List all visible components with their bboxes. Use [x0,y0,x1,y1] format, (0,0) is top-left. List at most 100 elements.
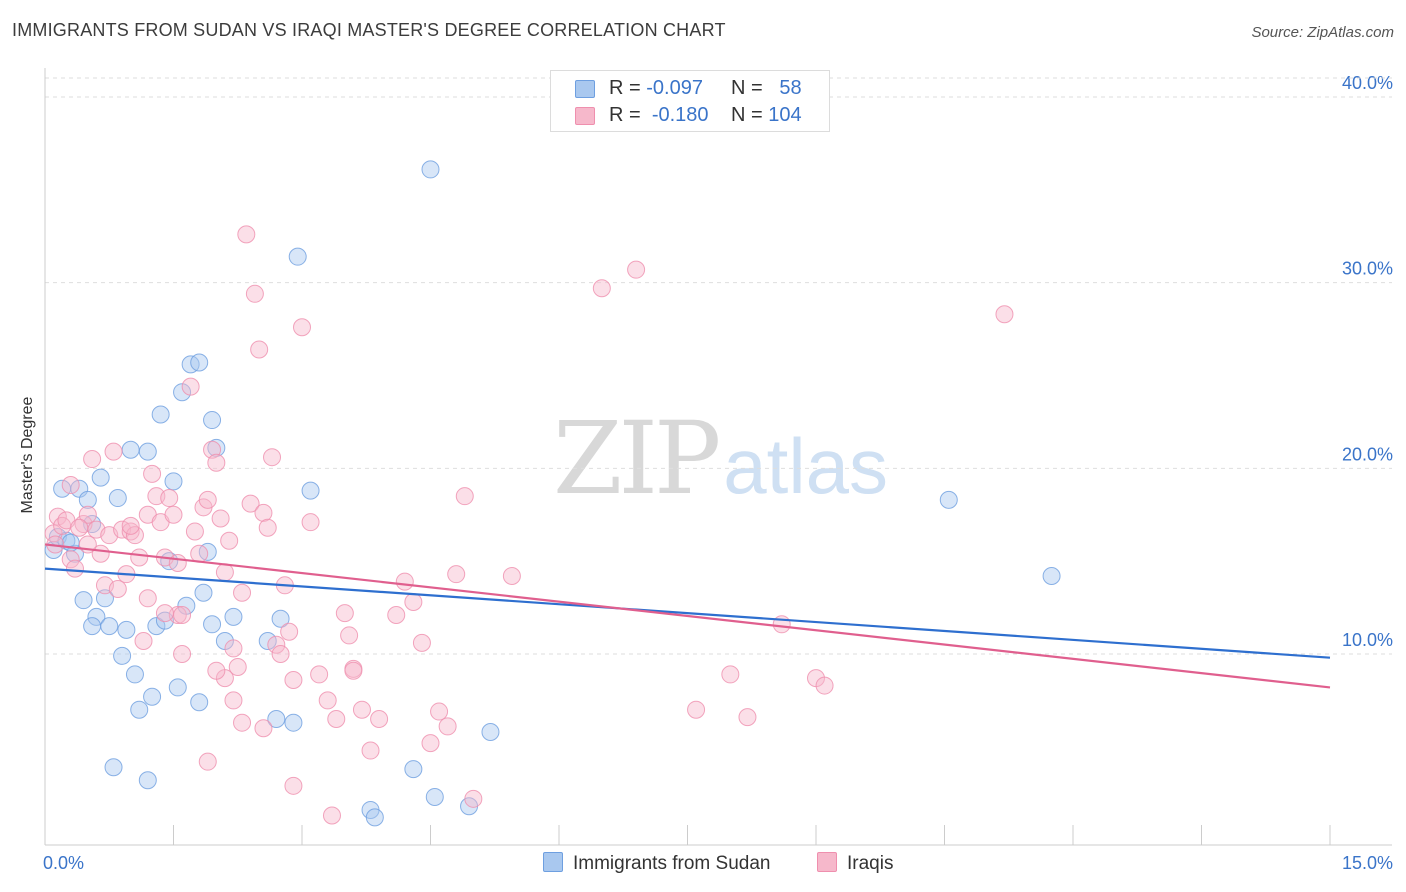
legend-item-iraqis: Iraqis [817,852,893,875]
sudan-point [203,615,222,634]
iraqi-point [464,789,483,808]
iraqi-trend-line [44,543,1331,689]
iraqi-point [78,505,97,524]
iraqi-point [721,665,740,684]
iraqi-point [134,632,153,651]
iraqi-point [207,453,226,472]
iraqi-point [237,225,256,244]
y-tick-label: 10.0% [1342,630,1393,650]
iraqi-point [815,676,834,695]
iraqi-point [254,503,273,522]
sudan-point [267,709,286,728]
legend-label-iraqis: Iraqis [847,853,894,874]
iraqi-point [322,806,341,825]
iraqi-point [181,377,200,396]
sudan-point [939,490,958,509]
iraqi-point [245,284,264,303]
iraqi-point [438,717,457,736]
iraqi-point [284,776,303,795]
iraqi-point [48,507,67,526]
sudan-point [481,722,500,741]
iraqi-point [215,563,234,582]
iraqi-point [198,490,217,509]
legend-label-sudan: Immigrants from Sudan [573,853,771,874]
sudan-point [108,489,127,508]
legend-n-label: N = [731,77,763,99]
iraqi-point [340,626,359,645]
sudan-point [284,713,303,732]
iraqi-point [293,318,311,337]
iraqi-point [70,518,89,537]
legend-swatch-sudan [575,80,595,98]
iraqi-point [352,700,371,719]
iraqi-point [104,442,123,461]
iraqi-point [271,645,290,663]
iraqi-point [327,709,346,728]
x-tick-label: 0.0% [43,853,84,873]
sudan-point [113,646,132,665]
iraqi-point [143,464,162,483]
sudan-point [104,758,123,777]
iraqi-point [995,305,1014,324]
sudan-point [138,442,157,461]
watermark: ZIPatlas [553,400,888,517]
iraqi-point [592,279,611,298]
sudan-point [421,160,440,179]
iraqi-point [254,719,273,738]
iraqi-point [430,702,449,721]
iraqi-point [370,709,389,728]
iraqi-point [83,450,102,469]
sudan-point [95,589,114,608]
iraqi-point [263,448,282,467]
legend-swatch-sudan [543,852,563,872]
y-tick-label: 20.0% [1342,444,1393,464]
iraqi-point [155,604,174,623]
sudan-point [301,481,320,500]
iraqi-point [173,645,192,663]
x-tick-label: 15.0% [1342,853,1393,873]
iraqi-point [267,635,286,654]
iraqi-point [61,476,80,495]
legend-n-text: N = 104 [731,104,802,127]
sudan-point [100,617,119,636]
sudan-point [78,490,97,509]
sudan-point [190,693,209,712]
iraqi-point [220,531,239,550]
sudan-point [147,617,166,636]
legend-n-text: N = 58 [731,77,802,100]
iraqi-point [108,580,127,599]
sudan-point [271,609,290,628]
legend-swatch-iraqis [575,107,595,125]
iraqi-point [627,260,646,279]
sudan-point [365,808,384,827]
iraqi-point [258,518,277,537]
sudan-point [91,468,110,487]
iraqi-point [211,509,230,528]
series-legend: Immigrants from Sudan Iraqis [0,852,1406,878]
iraqi-point [344,661,363,680]
legend-item-sudan: Immigrants from Sudan [543,852,770,875]
sudan-point [83,617,102,636]
sudan-point [1042,567,1061,586]
legend-row-sudan: R = -0.097 N = 58 [551,75,829,101]
iraqi-point [310,665,329,684]
iraqi-point [173,606,192,625]
iraqi-point [280,622,299,641]
legend-r-label: R = [609,104,641,126]
iraqi-point [61,550,80,569]
sudan-point [164,472,183,491]
legend-r-label: R = [609,77,641,99]
sudan-point [194,583,213,602]
iraqi-point [125,526,144,545]
legend-swatch-iraqis [817,852,837,872]
iraqi-point [233,583,252,602]
legend-r-text: R = -0.097 [609,77,703,100]
sudan-point [404,760,423,779]
sudan-point [173,383,192,402]
y-tick-label: 40.0% [1342,73,1393,93]
iraqi-point [335,604,354,623]
sudan-point [143,687,162,706]
iraqi-point [404,593,423,612]
iraqi-point [318,691,337,710]
